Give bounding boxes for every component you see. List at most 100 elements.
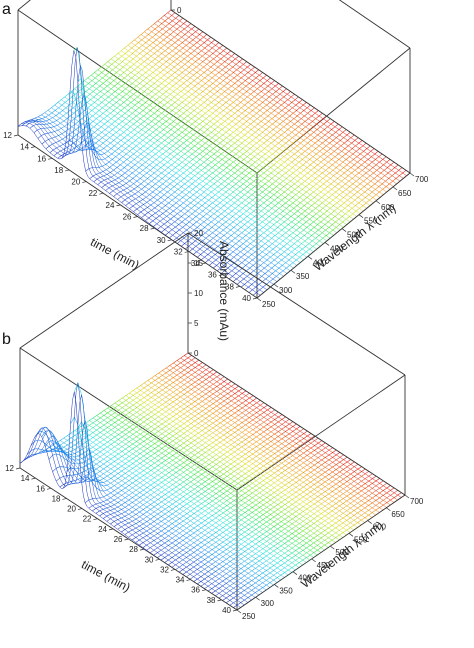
surface-wavelength-line [30, 419, 249, 603]
surface-wavelength-line [85, 422, 303, 566]
surface-wavelength-line [38, 442, 256, 598]
surface-wavelength-line [114, 55, 354, 220]
surface-wavelength-line [133, 390, 351, 533]
surface-wavelength-line [21, 47, 261, 296]
y-tick-mark [348, 533, 354, 537]
surface-wavelength-line [173, 362, 391, 506]
axis-box-edge [256, 47, 411, 174]
panel-b: b 12141618202224262830323436384025030035… [2, 229, 424, 621]
surface-wavelength-line [64, 96, 304, 261]
surface-wavelength-line [165, 367, 384, 511]
y-tick-mark [311, 558, 316, 563]
surface-time-line [149, 99, 303, 224]
x-tick-mark [31, 477, 36, 480]
x-tick-label: 32 [160, 565, 169, 574]
y-tick-mark [392, 186, 398, 191]
x-tick-mark [201, 589, 207, 592]
y-tick-label: 550 [364, 217, 378, 226]
surface-wavelength-line [140, 34, 381, 198]
x-tick-label: 28 [129, 545, 138, 554]
y-tick-mark [236, 609, 242, 614]
surface-wavelength-line [74, 430, 292, 573]
x-tick-label: 32 [174, 247, 183, 256]
surface-wavelength-line [71, 91, 311, 255]
y-tick-mark [367, 520, 372, 524]
x-tick-mark [124, 538, 129, 541]
axis-box-edge [170, 9, 411, 174]
x-tick-label: 24 [98, 525, 107, 534]
y-tick-label: 500 [347, 231, 361, 240]
y-tick-mark [255, 596, 260, 601]
y-tick-label: 550 [354, 535, 368, 544]
surface-wavelength-line [31, 119, 271, 288]
surface-wavelength-line [129, 392, 347, 536]
x-tick-label: 36 [191, 586, 200, 595]
surface-wavelength-line [67, 435, 285, 578]
x-tick-mark [46, 487, 52, 490]
y-tick-label: 350 [279, 586, 293, 595]
surface-wavelength-line [37, 116, 278, 282]
x-tick-label: 38 [207, 596, 216, 605]
y-tick-label: 250 [242, 612, 256, 621]
surface-time-line [141, 93, 295, 218]
x-tick-mark [65, 169, 70, 172]
z-tick-label: 0 [177, 6, 182, 15]
x-tick-mark [217, 599, 222, 602]
surface-wavelength-line [61, 99, 301, 263]
surface-wavelength-line [134, 39, 374, 204]
surface-wavelength-line [52, 445, 271, 588]
surface-wavelength-line [176, 360, 395, 503]
x-tick-mark [218, 274, 223, 277]
y-tick-label: 600 [381, 203, 395, 212]
x-tick-mark [82, 181, 87, 183]
x-tick-label: 38 [225, 282, 234, 291]
surface-time-line [73, 46, 227, 152]
x-tick-label: 12 [5, 464, 14, 473]
surface-wavelength-line [107, 61, 347, 225]
x-tick-mark [108, 528, 114, 531]
axis-box-edge [187, 232, 406, 376]
y-tick-label: 450 [330, 244, 344, 253]
surface-wavelength-line [49, 447, 267, 591]
x-tick-label: 30 [145, 555, 154, 564]
y-tick-label: 300 [261, 599, 275, 608]
z-tick-label: 15 [194, 259, 203, 268]
surface-wavelength-line [130, 42, 371, 206]
surface-wavelength-line [41, 447, 260, 596]
panel-b-label: b [2, 331, 11, 348]
x-tick-label: 22 [88, 189, 97, 198]
surface-wavelength-line [144, 382, 362, 526]
surface-wavelength-line [154, 375, 373, 518]
x-tick-label: 24 [106, 201, 115, 210]
y-tick-mark [375, 200, 381, 205]
x-tick-label: 14 [20, 143, 29, 152]
y-tick-mark [324, 242, 330, 246]
surface-wavelength-line [41, 114, 281, 280]
x-tick-mark [186, 579, 191, 581]
surface-wavelength-line [91, 74, 331, 239]
y-tick-mark [386, 507, 391, 512]
surface-wavelength-line [184, 355, 402, 498]
surface-wavelength-line [103, 410, 322, 553]
x-tick-mark [167, 239, 172, 242]
surface-wavelength-line [57, 102, 298, 266]
surface-wavelength-line [120, 50, 361, 215]
x-tick-label: 36 [208, 271, 217, 280]
surface-time-line [29, 17, 184, 129]
surface-wavelength-line [167, 12, 407, 176]
y-tick-mark [330, 545, 335, 550]
surface-wavelength-line [114, 402, 333, 546]
z-tick-label: 20 [194, 229, 203, 238]
surface-wavelength-line [137, 36, 377, 201]
surface-wavelength-line [54, 104, 294, 269]
surface-wavelength-line [158, 372, 376, 516]
surface-wavelength-line [27, 394, 245, 606]
surface-wavelength-line [154, 23, 394, 187]
surface-wavelength-line [124, 47, 364, 212]
y-tick-label: 650 [391, 510, 405, 519]
x-tick-mark [201, 262, 206, 265]
surface-wavelength-line [51, 107, 291, 272]
y-tick-label: 700 [410, 497, 424, 506]
x-tick-mark [155, 558, 160, 561]
x-tick-mark [150, 227, 155, 230]
